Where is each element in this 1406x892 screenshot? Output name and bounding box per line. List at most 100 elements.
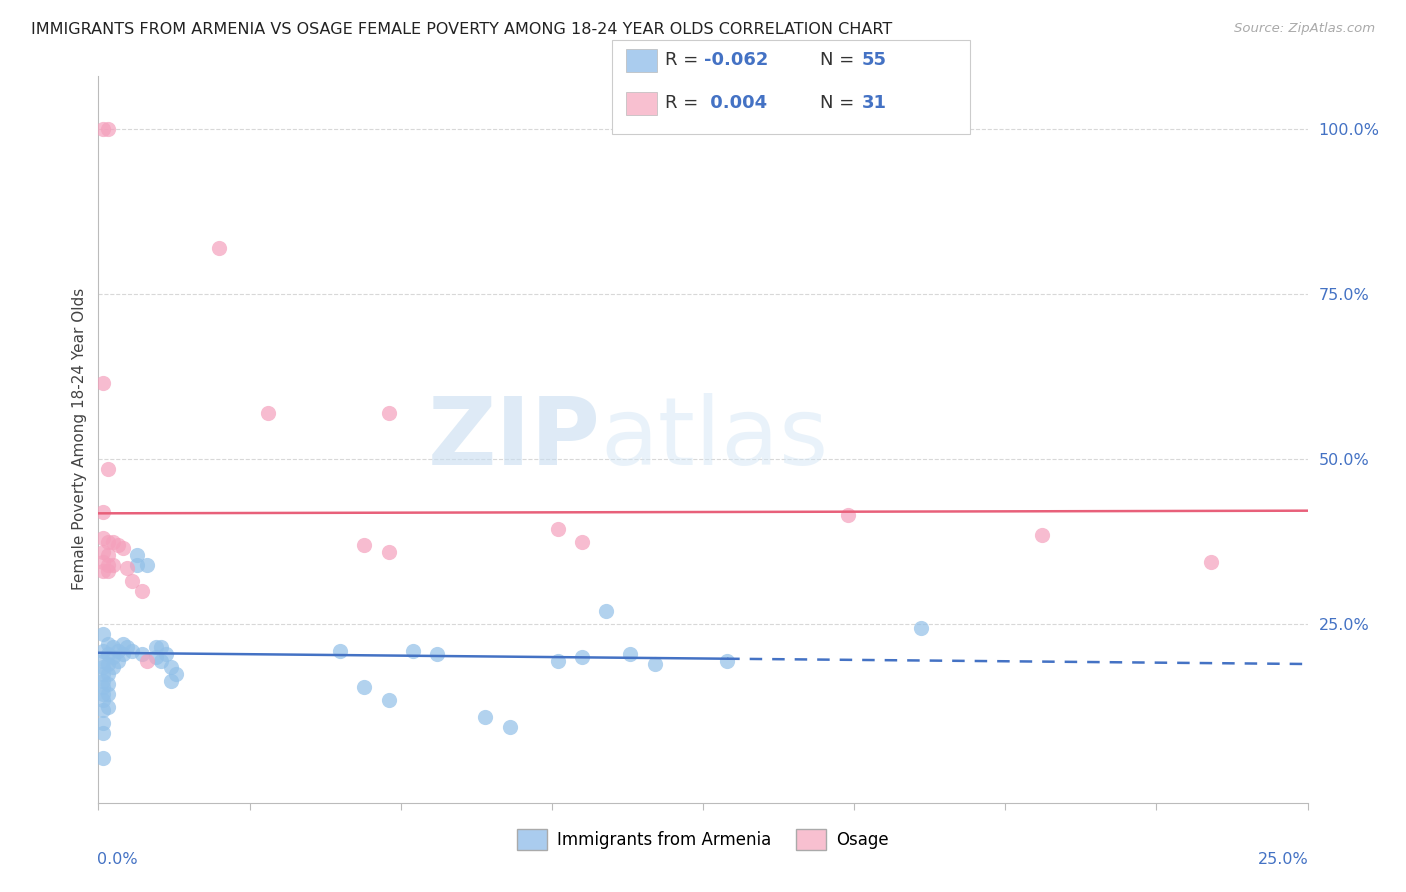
Point [97, 667, 120, 681]
Point [329, 644, 352, 658]
Point [91, 693, 114, 707]
Point [101, 640, 124, 655]
Point [97, 121, 120, 136]
Point [111, 647, 134, 661]
Point [402, 644, 425, 658]
Point [101, 660, 124, 674]
Point [101, 558, 124, 572]
Point [474, 710, 496, 724]
Point [716, 654, 738, 668]
Point [131, 584, 153, 599]
Point [910, 621, 932, 635]
Point [595, 604, 617, 618]
Y-axis label: Female Poverty Among 18-24 Year Olds: Female Poverty Among 18-24 Year Olds [72, 288, 87, 591]
Text: IMMIGRANTS FROM ARMENIA VS OSAGE FEMALE POVERTY AMONG 18-24 YEAR OLDS CORRELATIO: IMMIGRANTS FROM ARMENIA VS OSAGE FEMALE … [31, 22, 893, 37]
Point [91, 532, 114, 546]
Point [117, 640, 139, 655]
Point [97, 700, 120, 714]
Point [91, 703, 114, 717]
Point [107, 538, 129, 552]
Point [107, 654, 129, 668]
Point [91, 565, 114, 579]
Point [131, 647, 153, 661]
Point [256, 406, 278, 420]
Point [117, 561, 139, 575]
Point [91, 660, 114, 674]
Point [547, 522, 569, 536]
Point [91, 716, 114, 731]
Point [150, 654, 173, 668]
Point [498, 720, 520, 734]
Point [145, 650, 167, 665]
Text: 31: 31 [862, 94, 887, 112]
Point [91, 751, 114, 765]
Point [353, 680, 375, 694]
Point [107, 644, 129, 658]
Point [135, 654, 157, 668]
Point [165, 667, 187, 681]
Point [91, 627, 114, 641]
Point [97, 534, 120, 549]
Legend: Immigrants from Armenia, Osage: Immigrants from Armenia, Osage [510, 822, 896, 856]
Point [91, 555, 114, 569]
Point [97, 657, 120, 671]
Point [208, 241, 231, 255]
Point [121, 644, 143, 658]
Point [160, 673, 183, 688]
Point [97, 637, 120, 651]
Point [571, 650, 593, 665]
Point [1031, 528, 1053, 542]
Text: R =: R = [665, 94, 704, 112]
Point [619, 647, 641, 661]
Point [547, 654, 569, 668]
Point [353, 538, 375, 552]
Point [91, 680, 114, 694]
Point [91, 544, 114, 558]
Text: atlas: atlas [600, 393, 828, 485]
Point [111, 637, 134, 651]
Point [837, 508, 859, 523]
Point [97, 647, 120, 661]
Text: 0.004: 0.004 [704, 94, 768, 112]
Point [97, 548, 120, 562]
Point [145, 640, 167, 655]
Point [91, 644, 114, 658]
Point [91, 505, 114, 519]
Point [426, 647, 449, 661]
Point [97, 687, 120, 701]
Point [111, 541, 134, 556]
Point [97, 565, 120, 579]
Point [101, 534, 124, 549]
Point [91, 654, 114, 668]
Point [377, 544, 399, 558]
Text: R =: R = [665, 51, 704, 69]
Point [135, 558, 157, 572]
Point [101, 650, 124, 665]
Point [97, 462, 120, 476]
Point [91, 726, 114, 740]
Text: ZIP: ZIP [427, 393, 600, 485]
Text: N =: N = [820, 51, 859, 69]
Point [160, 660, 183, 674]
Text: -0.062: -0.062 [704, 51, 769, 69]
Point [97, 677, 120, 691]
Point [155, 647, 177, 661]
Text: 55: 55 [862, 51, 887, 69]
Point [644, 657, 666, 671]
Point [377, 693, 399, 707]
Point [91, 687, 114, 701]
Text: N =: N = [820, 94, 859, 112]
Text: 0.0%: 0.0% [97, 852, 138, 867]
Point [91, 667, 114, 681]
Point [97, 558, 120, 572]
Point [150, 640, 173, 655]
Point [377, 406, 399, 420]
Point [121, 574, 143, 589]
Point [127, 558, 149, 572]
Point [127, 548, 149, 562]
Text: 25.0%: 25.0% [1258, 852, 1309, 867]
Point [91, 673, 114, 688]
Point [1199, 555, 1222, 569]
Point [91, 376, 114, 391]
Point [91, 121, 114, 136]
